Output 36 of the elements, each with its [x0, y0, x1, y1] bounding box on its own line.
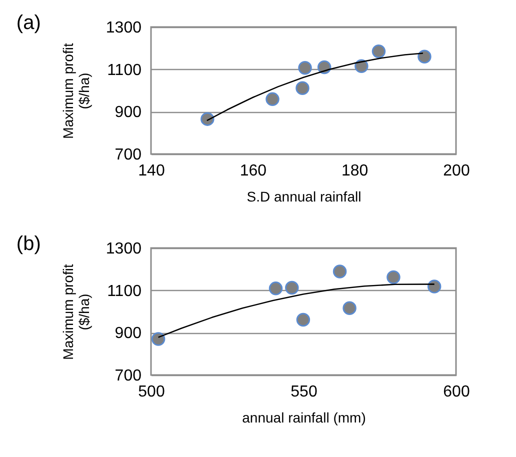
- y-tick-label: 1300: [106, 20, 142, 36]
- point: [354, 59, 368, 74]
- y-axis-title: Maximum profit ($/ha): [60, 264, 92, 360]
- x-tick-label: 600: [443, 384, 470, 400]
- point: [427, 280, 442, 294]
- y-tick-label: 1100: [107, 62, 142, 79]
- y-tick-label: 900: [114, 104, 142, 122]
- point: [332, 264, 347, 278]
- x-tick-label: 160: [240, 162, 267, 180]
- point: [386, 270, 400, 284]
- y-tick-label: 700: [114, 368, 142, 384]
- point: [151, 332, 166, 346]
- x-tick-label: 200: [443, 162, 470, 180]
- point: [372, 44, 386, 58]
- x-axis-title: S.D annual rainfall: [246, 188, 362, 204]
- y-axis-title: Maximum profit ($/ha): [60, 43, 92, 139]
- y-tick-label: 1100: [107, 282, 142, 300]
- y-tick-label: 900: [114, 325, 142, 342]
- x-tick-label: 140: [138, 162, 165, 180]
- x-tick-label: 550: [290, 384, 318, 400]
- chart-title: (a): [16, 12, 41, 34]
- chart-title: (b): [16, 233, 41, 255]
- y-tick-label: 700: [114, 146, 142, 164]
- point: [418, 50, 432, 64]
- x-axis-title: annual rainfall (mm): [242, 410, 366, 426]
- point: [342, 301, 356, 315]
- point: [285, 280, 299, 295]
- point: [200, 112, 214, 126]
- point: [266, 92, 280, 106]
- y-tick-label: 1300: [106, 240, 142, 258]
- point: [268, 282, 283, 296]
- x-tick-label: 500: [138, 384, 165, 400]
- x-tick-label: 180: [341, 162, 368, 180]
- point: [296, 312, 310, 327]
- point: [296, 81, 310, 96]
- point: [298, 60, 312, 75]
